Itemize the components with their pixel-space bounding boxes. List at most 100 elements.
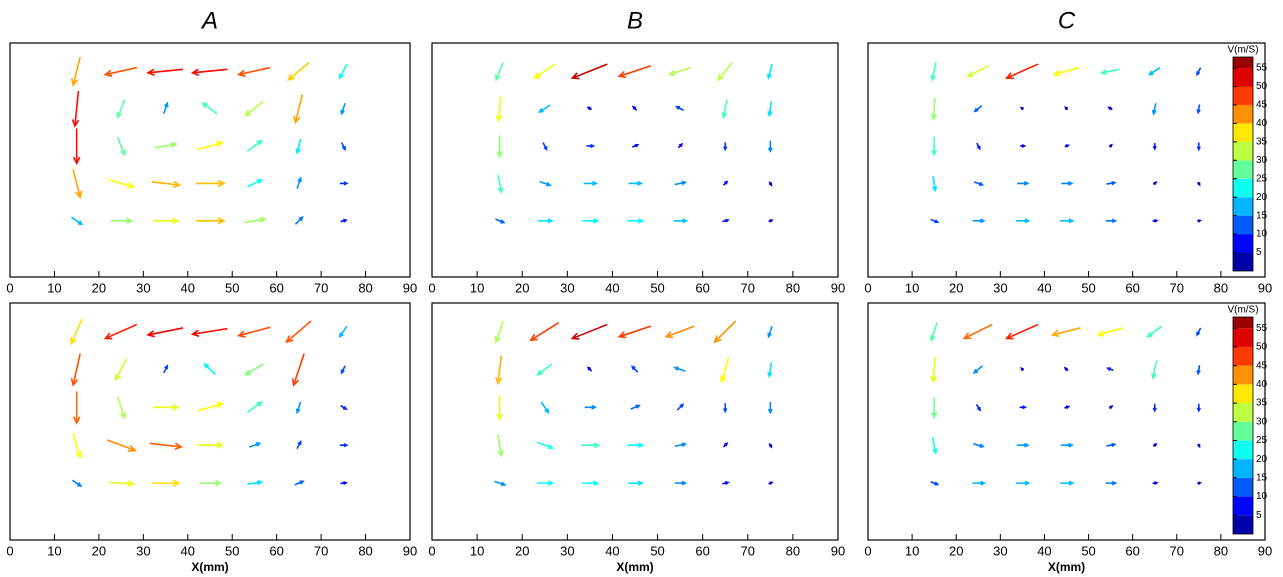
velocity-arrow: [110, 217, 134, 224]
velocity-arrow: [340, 404, 348, 411]
velocity-arrow: [197, 401, 225, 412]
colorbar-tick-label: 45: [1256, 360, 1268, 371]
velocity-arrow: [494, 480, 507, 487]
velocity-arrow: [71, 90, 80, 128]
velocity-arrow: [582, 480, 600, 486]
velocity-arrow: [497, 434, 504, 458]
velocity-arrow: [1106, 367, 1114, 372]
x-axis-label: X(mm): [191, 560, 228, 574]
velocity-arrow: [1150, 360, 1158, 380]
velocity-arrow: [197, 140, 225, 151]
x-tick-label: 70: [314, 280, 328, 295]
colorbar-tick-label: 15: [1256, 210, 1268, 221]
velocity-arrow: [570, 63, 608, 80]
velocity-arrow: [930, 218, 940, 224]
velocity-arrow: [537, 218, 554, 224]
x-tick-label: 80: [358, 543, 372, 558]
velocity-arrow: [1108, 405, 1114, 409]
velocity-arrow: [586, 143, 596, 149]
velocity-arrow: [1064, 405, 1071, 410]
x-tick-label: 10: [470, 543, 484, 558]
velocity-arrow: [673, 366, 686, 372]
velocity-arrow: [296, 176, 302, 189]
velocity-arrow: [201, 102, 218, 115]
colorbar-tick-label: 5: [1256, 247, 1262, 258]
velocity-arrow: [537, 104, 551, 114]
velocity-arrow: [247, 479, 264, 486]
velocity-arrow: [286, 61, 310, 82]
velocity-arrow: [586, 366, 593, 372]
velocity-arrow: [285, 320, 312, 344]
velocity-arrow: [722, 180, 729, 186]
colorbar-tick-label: 45: [1256, 100, 1268, 111]
velocity-arrow: [295, 138, 302, 155]
colorbar-tick-label: 50: [1256, 342, 1268, 353]
velocity-arrow: [717, 61, 733, 82]
velocity-arrow: [1063, 366, 1069, 372]
velocity-arrow: [340, 481, 348, 486]
colorbar-segment: [1233, 57, 1253, 69]
velocity-arrow: [496, 395, 504, 422]
velocity-arrow: [248, 442, 262, 448]
x-tick-label: 30: [560, 280, 574, 295]
velocity-arrow: [584, 404, 597, 410]
velocity-arrow: [294, 216, 304, 225]
velocity-arrow: [1019, 405, 1028, 410]
x-tick-label: 90: [1258, 543, 1272, 558]
velocity-arrow: [767, 402, 773, 415]
velocity-arrow: [1196, 365, 1201, 376]
velocity-arrow: [1100, 68, 1120, 75]
velocity-arrow: [627, 218, 645, 224]
velocity-arrow: [674, 442, 688, 448]
colorbar-tick-label: 20: [1256, 192, 1268, 203]
velocity-arrow: [536, 441, 555, 450]
velocity-arrow: [203, 362, 216, 376]
velocity-arrow: [677, 142, 684, 149]
plot-frame: [9, 42, 411, 278]
x-tick-label: 20: [515, 280, 529, 295]
velocity-arrow: [1060, 218, 1075, 224]
x-tick-label: 40: [1037, 280, 1051, 295]
x-tick-label: 50: [225, 280, 239, 295]
colorbar-segment: [1233, 328, 1253, 347]
velocity-arrow: [931, 137, 938, 157]
colorbar-segment: [1233, 421, 1253, 441]
colorbar-segment: [1233, 160, 1253, 179]
velocity-arrow: [1052, 66, 1079, 77]
velocity-arrow: [1108, 143, 1113, 148]
colorbar-tick-label: 55: [1256, 323, 1268, 334]
velocity-arrow: [1152, 443, 1158, 447]
velocity-arrow: [494, 355, 503, 386]
x-tick-label: 30: [136, 543, 150, 558]
x-tick-label: 70: [1170, 543, 1184, 558]
colorbar-segment: [1233, 477, 1253, 497]
velocity-arrow: [1050, 327, 1081, 338]
velocity-arrow: [1196, 327, 1202, 337]
velocity-arrow: [247, 179, 264, 188]
velocity-arrow: [1152, 218, 1159, 223]
velocity-arrow: [340, 365, 346, 375]
velocity-arrow: [931, 397, 938, 419]
velocity-arrow: [582, 218, 600, 224]
velocity-arrow: [581, 442, 601, 449]
colorbar-segment: [1233, 440, 1253, 460]
x-tick-label: 70: [1170, 280, 1184, 295]
x-tick-label: 0: [864, 543, 871, 558]
velocity-arrow: [339, 443, 349, 448]
velocity-arrow: [103, 323, 138, 340]
velocity-arrow: [972, 365, 983, 375]
colorbar-segment: [1233, 403, 1253, 422]
plot-frame: [867, 42, 1266, 278]
velocity-arrow: [153, 217, 180, 225]
velocity-arrow: [722, 218, 730, 223]
colorbar-tick-label: 40: [1256, 379, 1268, 390]
x-tick-label: 30: [993, 543, 1007, 558]
velocity-arrow: [108, 480, 136, 487]
velocity-arrow: [721, 99, 728, 120]
velocity-arrow: [540, 401, 550, 415]
velocity-arrow: [246, 139, 263, 152]
velocity-arrow: [767, 140, 773, 154]
x-tick-label: 60: [1125, 543, 1139, 558]
velocity-arrow: [72, 432, 83, 460]
